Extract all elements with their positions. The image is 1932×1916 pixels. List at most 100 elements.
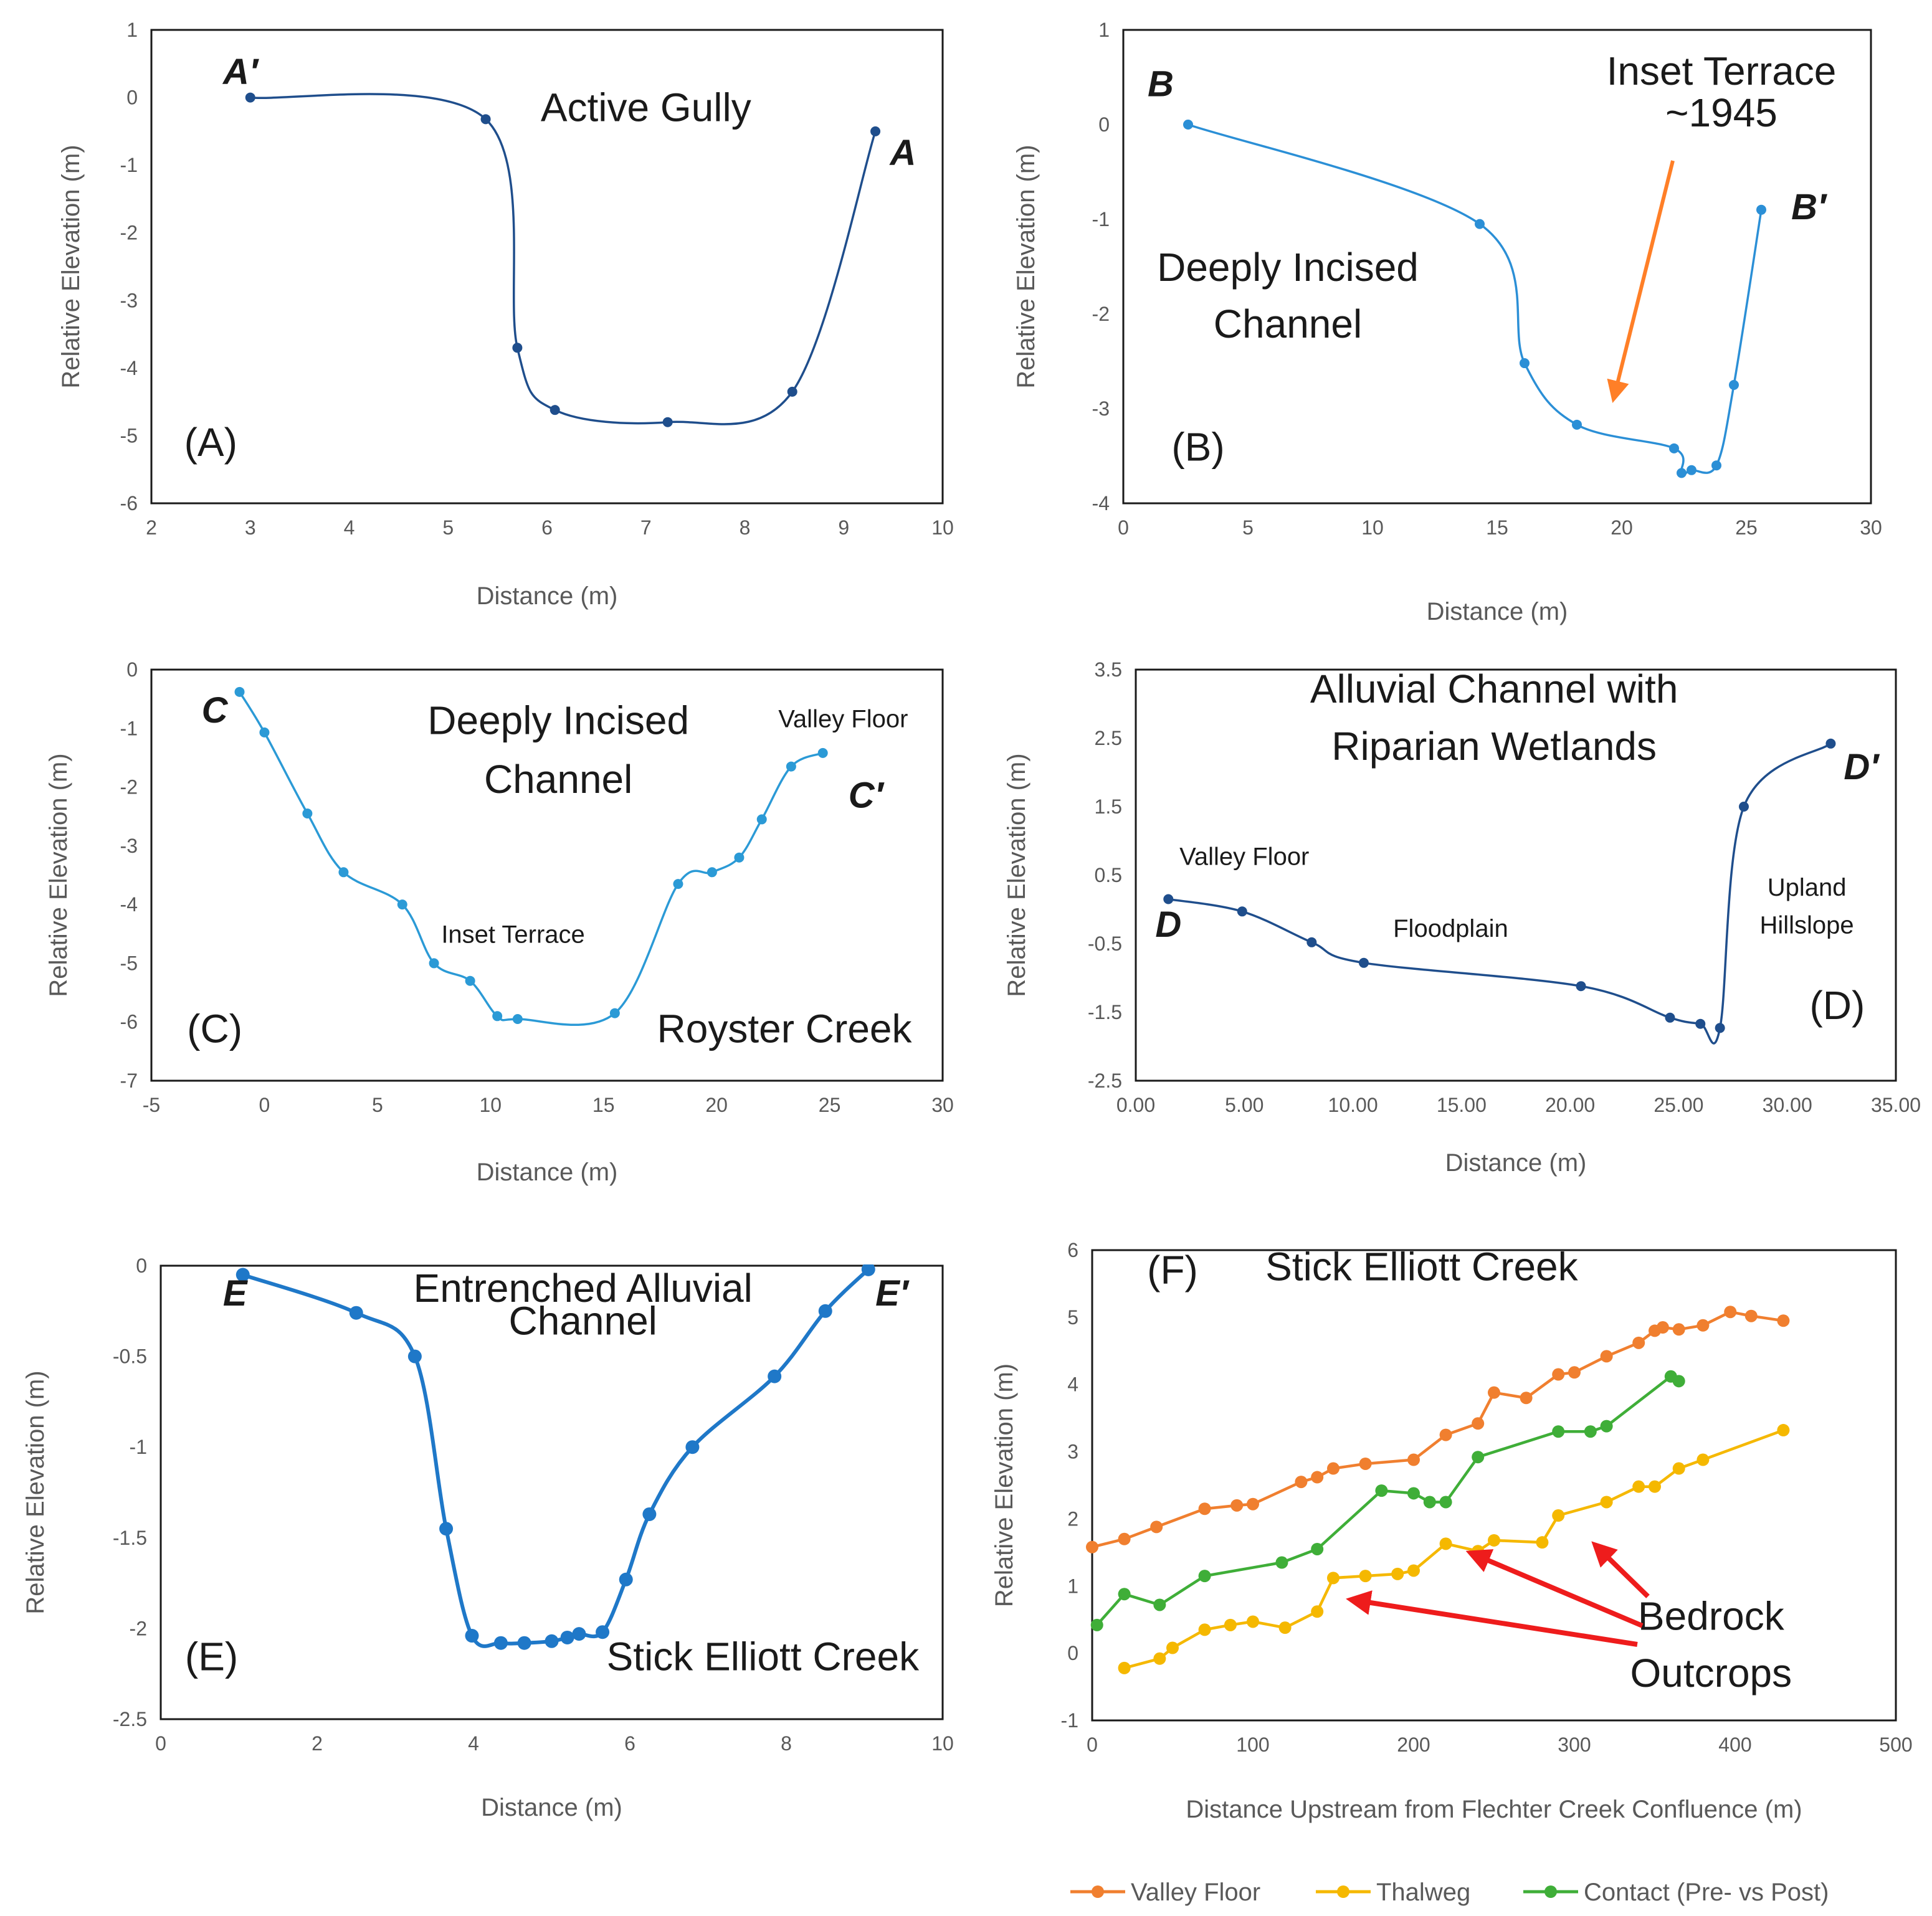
annotation-label: Bedrock xyxy=(1638,1593,1785,1638)
data-point xyxy=(768,1369,782,1383)
data-point xyxy=(1672,1462,1685,1475)
y-tick-label: -2 xyxy=(1092,303,1110,325)
data-point xyxy=(1198,1570,1211,1583)
data-point xyxy=(1739,802,1749,812)
data-point xyxy=(1306,937,1317,947)
data-point xyxy=(550,405,560,415)
y-axis-label: Relative Elevation (m) xyxy=(45,753,72,997)
chart-panel-f: 0 100 200 300 400 500 6 5 4 3 2 1 0 -1 Distance Upstre… xyxy=(991,1239,1913,1906)
inset-terrace-arrow xyxy=(1607,160,1675,403)
y-tick-label: -3 xyxy=(1092,397,1110,420)
plot-frame xyxy=(1135,668,1897,1082)
data-point xyxy=(1237,906,1247,917)
y-tick-label: 4 xyxy=(1067,1373,1078,1396)
data-point xyxy=(236,1268,250,1282)
y-tick-label: 0 xyxy=(126,658,138,681)
x-axis-label: Distance (m) xyxy=(481,1794,622,1821)
data-point xyxy=(1230,1499,1244,1512)
legend-swatch-marker xyxy=(1337,1885,1349,1898)
x-tick-label: 8 xyxy=(781,1732,792,1755)
plot-frame xyxy=(150,29,944,505)
data-point xyxy=(1669,443,1679,453)
y-tick-label: -4 xyxy=(120,893,138,916)
annotation-label: C xyxy=(202,690,229,731)
data-point xyxy=(480,114,491,125)
legend-entry-label: Contact (Pre- vs Post) xyxy=(1584,1879,1829,1906)
data-point xyxy=(1359,957,1369,968)
data-point xyxy=(1600,1496,1613,1509)
data-point xyxy=(1672,1375,1685,1388)
x-tick-label: 4 xyxy=(468,1732,479,1755)
y-tick-label: 0 xyxy=(136,1254,147,1277)
data-point xyxy=(349,1306,363,1320)
data-point xyxy=(234,686,245,697)
data-point xyxy=(1407,1487,1420,1500)
data-point xyxy=(1656,1321,1669,1334)
annotation-label: D′ xyxy=(1844,747,1880,787)
y-tick-label: -2 xyxy=(130,1617,147,1639)
data-point xyxy=(1488,1386,1500,1399)
data-point xyxy=(465,975,475,986)
annotation-label: Upland xyxy=(1768,874,1847,901)
annotation-label: Inset Terrace xyxy=(1607,49,1837,93)
chart-panel-d: 0.00 5.00 10.00 15.00 20.00 25.00 30.00 35.00 3.… xyxy=(1003,658,1921,1177)
data-point xyxy=(685,1440,700,1454)
x-tick-label: 5 xyxy=(1242,516,1254,539)
data-point xyxy=(397,899,407,910)
data-point xyxy=(560,1630,574,1644)
x-tick-label: 300 xyxy=(1558,1733,1591,1756)
data-point xyxy=(1166,1641,1179,1654)
data-point xyxy=(1375,1484,1388,1497)
y-tick-label: -1.5 xyxy=(113,1527,147,1549)
y-tick-label: -1.5 xyxy=(1088,1001,1122,1023)
y-axis-label: Relative Elevation (m) xyxy=(22,1370,49,1614)
x-tick-label: -5 xyxy=(143,1094,160,1116)
data-point xyxy=(1439,1537,1452,1550)
y-tick-label: -4 xyxy=(120,357,138,379)
x-tick-label: 10 xyxy=(1361,516,1384,539)
annotation-label: Stick Elliott Creek xyxy=(607,1634,920,1679)
data-point xyxy=(1407,1564,1420,1577)
annotation-label: (F) xyxy=(1147,1248,1198,1292)
annotation-label: Channel xyxy=(484,757,632,802)
x-tick-label: 20 xyxy=(705,1094,728,1116)
x-tick-label: 20.00 xyxy=(1545,1094,1595,1116)
data-point xyxy=(673,879,683,889)
y-tick-label: 1 xyxy=(126,19,138,41)
y-tick-label: 2.5 xyxy=(1095,727,1122,749)
data-point xyxy=(572,1627,586,1641)
data-point xyxy=(1665,1012,1675,1023)
data-point xyxy=(512,343,523,353)
x-tick-label: 25 xyxy=(819,1094,841,1116)
x-tick-label: 3 xyxy=(245,516,256,539)
annotation-label: Active Gully xyxy=(541,85,751,130)
x-axis-label: Distance (m) xyxy=(477,1159,618,1186)
x-tick-label: 0.00 xyxy=(1116,1094,1155,1116)
data-point xyxy=(407,1349,422,1363)
x-axis-label: Distance (m) xyxy=(1445,1149,1587,1177)
x-tick-label: 10 xyxy=(931,1732,954,1755)
x-tick-label: 400 xyxy=(1718,1733,1751,1756)
annotation-label: A′ xyxy=(222,52,259,92)
data-point xyxy=(870,126,881,136)
y-tick-label: 0 xyxy=(1098,113,1110,136)
y-tick-label: -2 xyxy=(120,222,138,244)
data-point xyxy=(787,386,797,397)
y-tick-label: 1 xyxy=(1098,19,1110,41)
x-tick-label: 5 xyxy=(442,516,454,539)
x-tick-label: 9 xyxy=(838,516,849,539)
y-tick-label: -1 xyxy=(120,717,138,739)
y-tick-label: 0.5 xyxy=(1095,864,1122,886)
data-point xyxy=(1439,1496,1452,1509)
data-point xyxy=(439,1522,454,1536)
data-point xyxy=(1163,894,1174,904)
data-point xyxy=(1568,1366,1581,1379)
data-point xyxy=(1696,1319,1710,1332)
x-tick-label: 30 xyxy=(931,1094,954,1116)
annotation-label: Deeply Incised xyxy=(427,698,689,743)
annotation-label: C′ xyxy=(849,775,885,816)
x-tick-label: 0 xyxy=(259,1094,270,1116)
annotation-label: Stick Elliott Creek xyxy=(1265,1245,1578,1289)
annotation-label: Valley Floor xyxy=(778,705,908,733)
